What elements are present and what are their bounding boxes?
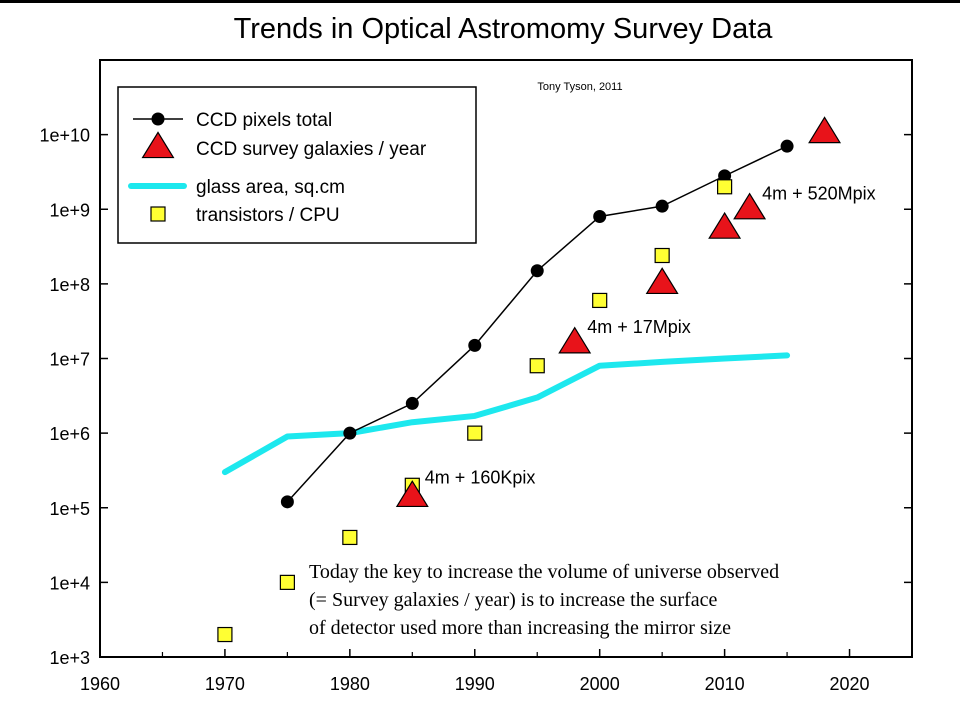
x-tick-label: 2000: [580, 674, 620, 694]
series-2: [221, 352, 791, 476]
transistor-point: [279, 574, 295, 590]
note-line: of detector used more than increasing th…: [309, 617, 731, 639]
legend-item: transistors / CPU: [150, 205, 340, 226]
legend-item: CCD pixels total: [133, 110, 332, 131]
y-tick-label: 1e+5: [49, 499, 90, 519]
chart-title: Trends in Optical Astromomy Survey Data: [234, 13, 774, 45]
legend-label: glass area, sq.cm: [196, 177, 345, 198]
ccd-pixels-point: [405, 396, 419, 410]
y-tick-label: 1e+6: [49, 424, 90, 444]
x-tick-label: 2010: [705, 674, 745, 694]
ccd-pixels-point: [468, 338, 482, 352]
ccd-pixels-point: [530, 264, 544, 278]
note-line: Today the key to increase the volume of …: [309, 561, 779, 583]
legend-label: transistors / CPU: [196, 205, 340, 226]
ccd-pixels-point: [593, 209, 607, 223]
series-3: [217, 179, 733, 643]
transistor-point: [467, 425, 483, 441]
annotation-label: 4m + 17Mpix: [587, 317, 691, 337]
x-tick-label: 1990: [455, 674, 495, 694]
legend-square-marker: [150, 206, 166, 222]
galaxies-point: [808, 116, 842, 144]
annotations: 4m + 160Kpix 4m + 17Mpix 4m + 520Mpix: [425, 184, 876, 488]
top-border: [0, 0, 960, 3]
transistor-point: [217, 626, 233, 643]
axes: 1960 1970 1980 1990 2000 2010 2020 1e+3 1e+4 1e+5…: [39, 126, 912, 694]
x-tick-label: 1960: [80, 674, 120, 694]
y-tick-label: 1e+3: [49, 648, 90, 668]
transistor-point: [717, 179, 733, 195]
x-tick-label: 1980: [330, 674, 370, 694]
transistor-point: [654, 247, 670, 264]
transistor-point: [342, 529, 358, 546]
ccd-pixels-point: [718, 169, 732, 183]
ccd-pixels-point: [280, 495, 294, 509]
transistor-point: [529, 358, 545, 374]
legend-triangle-marker: [141, 131, 175, 159]
galaxies-point: [708, 211, 742, 239]
x-tick-label: 1970: [205, 674, 245, 694]
galaxies-point: [558, 326, 592, 354]
ccd-pixels-point: [780, 139, 794, 153]
galaxies-point: [395, 480, 429, 508]
legend-circle-marker: [151, 112, 165, 126]
legend-label: CCD survey galaxies / year: [196, 139, 427, 160]
y-tick-label: 1e+7: [49, 350, 90, 370]
series-0: [280, 139, 794, 509]
y-tick-label: 1e+9: [49, 200, 90, 220]
note-line: (= Survey galaxies / year) is to increas…: [309, 589, 717, 611]
x-tick-label: 2020: [830, 674, 870, 694]
legend: CCD pixels total CCD survey galaxies / ye…: [117, 86, 477, 244]
y-tick-label: 1e+8: [49, 275, 90, 295]
note-text: Today the key to increase the volume of …: [309, 561, 779, 639]
y-tick-label: 1e+4: [49, 573, 90, 593]
galaxies-point: [645, 267, 679, 295]
legend-item: CCD survey galaxies / year: [141, 131, 427, 160]
glass-area-line: [221, 352, 791, 476]
annotation-label: 4m + 160Kpix: [425, 468, 536, 488]
y-tick-label: 1e+10: [39, 126, 90, 146]
transistor-point: [592, 292, 608, 309]
ccd-pixels-point: [343, 426, 357, 440]
plot-series: [217, 116, 842, 643]
legend-item: glass area, sq.cm: [128, 177, 345, 198]
credit-label: Tony Tyson, 2011: [537, 81, 622, 93]
galaxies-point: [733, 192, 767, 220]
annotation-label: 4m + 520Mpix: [762, 184, 876, 204]
legend-box: [117, 86, 477, 244]
legend-label: CCD pixels total: [196, 110, 332, 131]
ccd-pixels-point: [655, 199, 669, 213]
series-1: [395, 116, 842, 508]
